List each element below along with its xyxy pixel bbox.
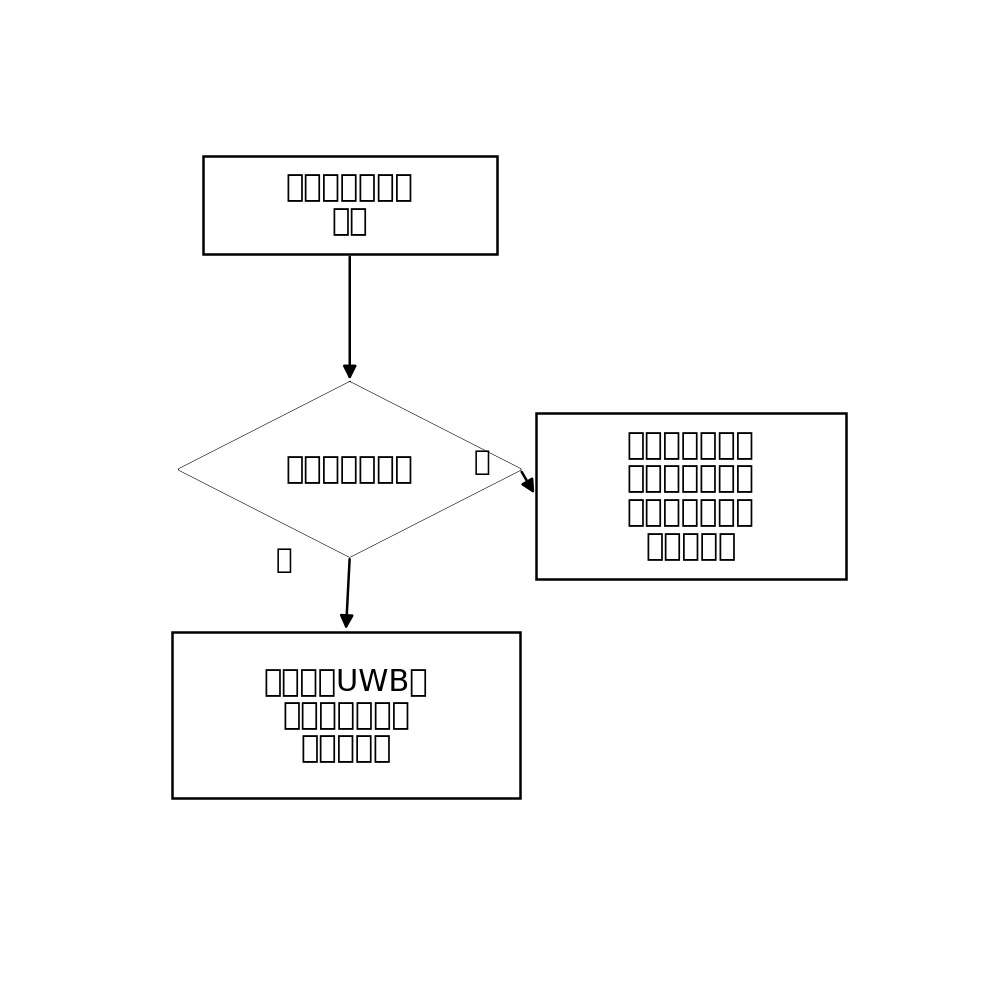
FancyBboxPatch shape — [536, 412, 846, 579]
Polygon shape — [179, 383, 520, 557]
FancyBboxPatch shape — [172, 632, 520, 798]
FancyBboxPatch shape — [202, 156, 497, 254]
Text: 采用基于UWB的
限高高度确定方
法确定高度: 采用基于UWB的 限高高度确定方 法确定高度 — [264, 667, 428, 763]
Text: 是: 是 — [473, 448, 490, 476]
Text: 摄像头采集视频
数据: 摄像头采集视频 数据 — [286, 174, 414, 236]
Text: 识别模型识别限
高标志牌，使用
图像识别技术识
别限高高度: 识别模型识别限 高标志牌，使用 图像识别技术识 别限高高度 — [627, 431, 755, 561]
Text: 是否有限高标志: 是否有限高标志 — [286, 455, 414, 484]
Text: 否: 否 — [276, 546, 292, 574]
